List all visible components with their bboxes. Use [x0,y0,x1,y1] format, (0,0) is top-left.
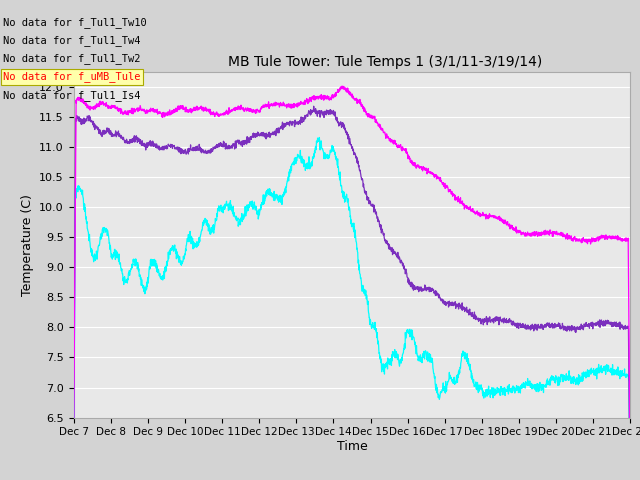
X-axis label: Time: Time [337,440,367,453]
Text: No data for f_Tul1_Tw4: No data for f_Tul1_Tw4 [3,35,141,46]
Text: No data for f_Tul1_Is4: No data for f_Tul1_Is4 [3,90,141,101]
Y-axis label: Temperature (C): Temperature (C) [20,194,33,296]
Text: No data for f_Tul1_Tw10: No data for f_Tul1_Tw10 [3,17,147,28]
Text: No data for f_uMB_Tule: No data for f_uMB_Tule [3,72,141,83]
Title: MB Tule Tower: Tule Temps 1 (3/1/11-3/19/14): MB Tule Tower: Tule Temps 1 (3/1/11-3/19… [228,56,543,70]
Text: No data for f_Tul1_Tw2: No data for f_Tul1_Tw2 [3,53,141,64]
